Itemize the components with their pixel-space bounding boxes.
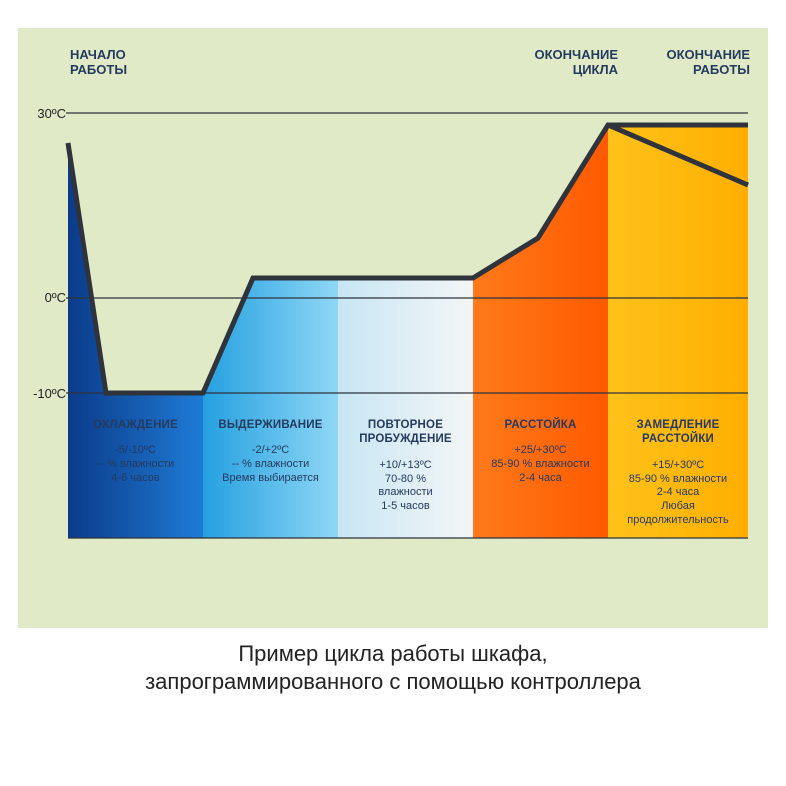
phase-title: РАССТОЙКА	[477, 418, 604, 432]
page: НАЧАЛО РАБОТЫ ОКОНЧАНИЕ ЦИКЛА ОКОНЧАНИЕ …	[0, 0, 786, 786]
phase-detail: Любая	[612, 500, 744, 514]
phase-detail: 1-5 часов	[342, 500, 469, 514]
ylabel-30: 30ºC	[18, 106, 66, 121]
phase-detail: -- % влажности	[72, 458, 199, 472]
phase-detail: 2-4 часа	[612, 486, 744, 500]
phase-detail: -5/-10ºC	[72, 444, 199, 458]
chart-panel: НАЧАЛО РАБОТЫ ОКОНЧАНИЕ ЦИКЛА ОКОНЧАНИЕ …	[18, 28, 768, 628]
phase-retard: ЗАМЕДЛЕНИЕ РАССТОЙКИ +15/+30ºC85-90 % вла…	[608, 418, 748, 528]
phase-detail: 85-90 % влажности	[612, 473, 744, 487]
header-start: НАЧАЛО РАБОТЫ	[70, 48, 127, 78]
header-cycle-end: ОКОНЧАНИЕ ЦИКЛА	[535, 48, 618, 78]
phase-detail: Время выбирается	[207, 472, 334, 486]
phase-detail: +25/+30ºC	[477, 444, 604, 458]
phase-detail: -2/+2ºC	[207, 444, 334, 458]
caption: Пример цикла работы шкафа, запрограммиро…	[18, 640, 768, 695]
phase-detail: 2-4 часа	[477, 472, 604, 486]
phase-title: ПОВТОРНОЕ ПРОБУЖДЕНИЕ	[342, 418, 469, 447]
ylabel-m10: -10ºC	[18, 386, 66, 401]
phase-detail: 85-90 % влажности	[477, 458, 604, 472]
ylabel-0: 0ºC	[18, 290, 66, 305]
phase-detail: 70-80 %	[342, 473, 469, 487]
phase-detail: 4-6 часов	[72, 472, 199, 486]
phase-hold: ВЫДЕРЖИВАНИЕ -2/+2ºC-- % влажностиВремя в…	[203, 418, 338, 486]
phase-detail: +15/+30ºC	[612, 459, 744, 473]
phase-title: ВЫДЕРЖИВАНИЕ	[207, 418, 334, 432]
phase-detail: влажности	[342, 486, 469, 500]
header-work-end: ОКОНЧАНИЕ РАБОТЫ	[667, 48, 750, 78]
phase-title: ЗАМЕДЛЕНИЕ РАССТОЙКИ	[612, 418, 744, 447]
phase-title: ОХЛАЖДЕНИЕ	[72, 418, 199, 432]
phase-cool: ОХЛАЖДЕНИЕ -5/-10ºC-- % влажности4-6 часо…	[68, 418, 203, 486]
phase-detail: -- % влажности	[207, 458, 334, 472]
phase-proof: РАССТОЙКА +25/+30ºC85-90 % влажности2-4 ч…	[473, 418, 608, 486]
phase-detail: +10/+13ºC	[342, 459, 469, 473]
phase-detail: продолжительность	[612, 514, 744, 528]
phase-wake: ПОВТОРНОЕ ПРОБУЖДЕНИЕ +10/+13ºC70-80 %вла…	[338, 418, 473, 514]
